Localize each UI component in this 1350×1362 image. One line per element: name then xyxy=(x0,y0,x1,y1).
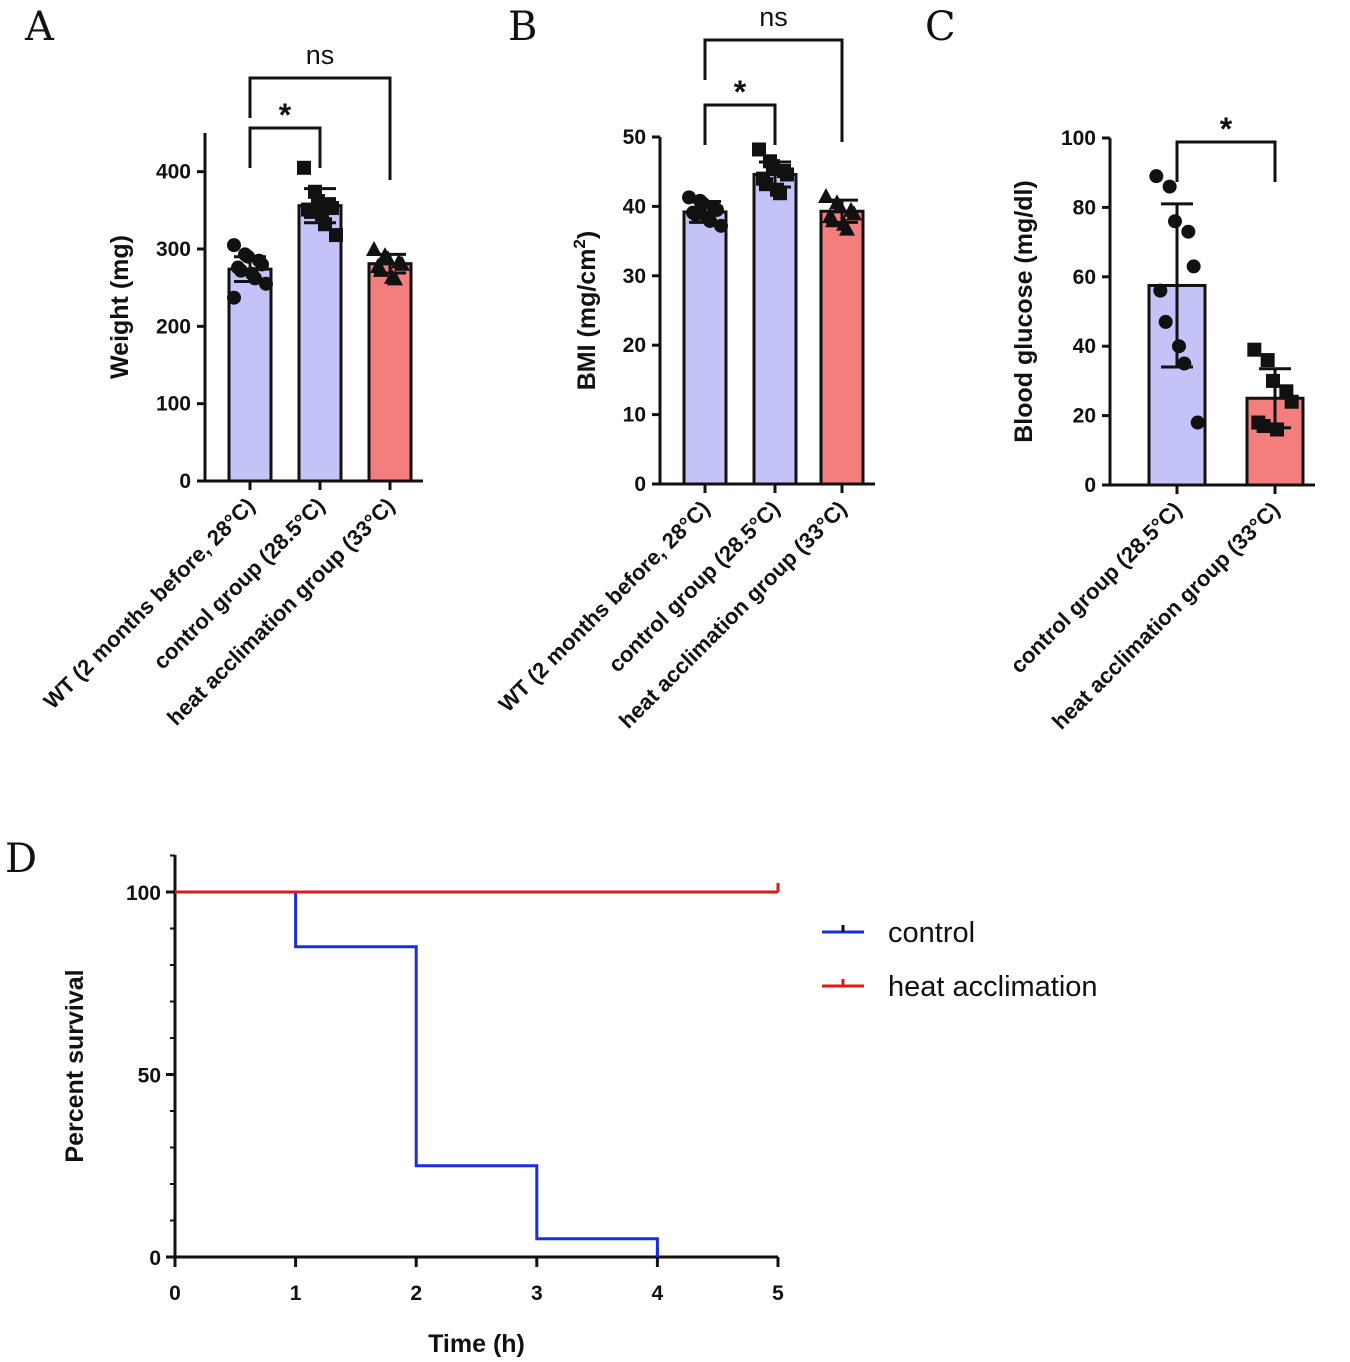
legend-label: control xyxy=(888,917,975,949)
data-point xyxy=(1270,422,1284,437)
significance-label: * xyxy=(1220,111,1233,147)
y-tick-label: 50 xyxy=(623,126,646,149)
control-survival-line xyxy=(175,890,659,1257)
data-point xyxy=(1186,259,1201,274)
x-tick-label: 4 xyxy=(652,1282,664,1305)
y-tick-label: 40 xyxy=(623,195,646,218)
data-point xyxy=(1256,419,1271,434)
data-point xyxy=(689,207,703,222)
y-tick-label: 100 xyxy=(156,393,191,416)
data-point xyxy=(255,257,269,272)
y-tick-label: 0 xyxy=(149,1247,161,1270)
y-axis-title-end: ) xyxy=(573,231,601,239)
significance-bracket xyxy=(248,76,392,180)
data-point xyxy=(394,255,410,271)
bar xyxy=(752,172,798,486)
data-point xyxy=(387,270,403,286)
x-category-label: control group (28.5°C) xyxy=(1005,497,1186,678)
data-point xyxy=(1162,179,1177,194)
data-point xyxy=(227,238,241,253)
y-axis-title: Weight (mg) xyxy=(106,235,134,379)
data-point xyxy=(297,160,311,175)
y-tick-label: 20 xyxy=(623,334,646,357)
y-tick-label: 40 xyxy=(1073,335,1096,358)
data-point xyxy=(1181,224,1196,239)
y-tick-label: 60 xyxy=(1073,266,1096,289)
significance-label: * xyxy=(279,97,292,133)
y-tick-label: 20 xyxy=(1073,405,1096,428)
y-axis-title: Blood glucose (mg/dl) xyxy=(1010,180,1038,443)
x-axis-title: Time (h) xyxy=(428,1330,525,1358)
panel-letter-d: D xyxy=(5,836,37,882)
bar xyxy=(297,204,343,483)
y-tick-label: 10 xyxy=(623,404,646,427)
bar xyxy=(682,210,728,486)
data-point xyxy=(304,204,318,219)
data-point xyxy=(380,250,396,266)
data-point xyxy=(1247,342,1262,357)
y-tick-label: 50 xyxy=(138,1065,161,1088)
data-point xyxy=(752,142,766,157)
data-point xyxy=(846,205,862,221)
panel-letter-c: C xyxy=(925,4,956,50)
data-point xyxy=(259,276,273,291)
y-axis-title-text: Blood glucose (mg/dl) xyxy=(1010,180,1038,443)
y-tick-label: 400 xyxy=(156,161,191,184)
data-point xyxy=(1153,283,1168,298)
data-point xyxy=(1172,339,1186,354)
y-tick-label: 0 xyxy=(179,470,191,493)
data-point xyxy=(366,241,382,256)
data-point xyxy=(839,220,855,236)
significance-label: ns xyxy=(759,2,788,32)
data-point xyxy=(1158,314,1173,329)
data-point xyxy=(1266,373,1280,388)
panel-letter-b: B xyxy=(508,4,537,50)
significance-bracket xyxy=(703,103,777,145)
y-tick-label: 100 xyxy=(126,882,161,905)
data-point xyxy=(234,263,248,278)
y-tick-label: 30 xyxy=(623,265,646,288)
data-point xyxy=(227,290,241,305)
data-point xyxy=(773,186,787,201)
data-point xyxy=(1168,214,1182,229)
x-tick-label: 1 xyxy=(290,1282,302,1305)
x-tick-label: 3 xyxy=(531,1282,543,1305)
y-axis-title-superscript: 2 xyxy=(570,239,589,248)
bar xyxy=(819,209,865,486)
y-tick-label: 200 xyxy=(156,315,191,338)
x-tick-label: 5 xyxy=(772,1282,784,1305)
data-point xyxy=(710,202,724,217)
y-axis-title-text: Weight (mg) xyxy=(106,235,134,379)
y-tick-label: 0 xyxy=(1084,474,1096,497)
x-tick-label: 2 xyxy=(410,1282,422,1305)
data-point xyxy=(780,167,794,182)
legend-label: heat acclimation xyxy=(888,971,1098,1003)
y-tick-label: 0 xyxy=(634,473,646,496)
significance-label: * xyxy=(734,74,747,110)
y-axis-title-text: BMI (mg/cm xyxy=(573,249,601,391)
blood-glucose-bar-chart: 0 20 40 60 80 100 Blood glucose (mg/dl) control… xyxy=(1005,111,1315,734)
data-point xyxy=(1149,169,1164,184)
data-point xyxy=(1190,415,1205,430)
significance-label: ns xyxy=(306,40,335,70)
significance-bracket xyxy=(1175,140,1277,182)
data-point xyxy=(832,198,848,214)
data-point xyxy=(1260,353,1275,368)
y-axis-title: Percent survival xyxy=(61,969,89,1162)
y-tick-label: 300 xyxy=(156,238,191,261)
bar xyxy=(367,262,413,483)
x-tick-label: 0 xyxy=(169,1282,181,1305)
significance-bracket xyxy=(248,126,322,168)
panel-letter-a: A xyxy=(24,4,55,50)
y-tick-label: 100 xyxy=(1061,127,1096,150)
data-point xyxy=(1284,394,1299,409)
significance-bracket xyxy=(703,38,844,142)
y-axis-title: BMI (mg/cm2) xyxy=(570,231,601,390)
survival-line-chart: 0 50 100 0 1 2 3 4 5 Time (h) Percent survival cont… xyxy=(61,854,1098,1358)
data-point xyxy=(329,228,343,243)
y-tick-label: 80 xyxy=(1073,196,1096,219)
